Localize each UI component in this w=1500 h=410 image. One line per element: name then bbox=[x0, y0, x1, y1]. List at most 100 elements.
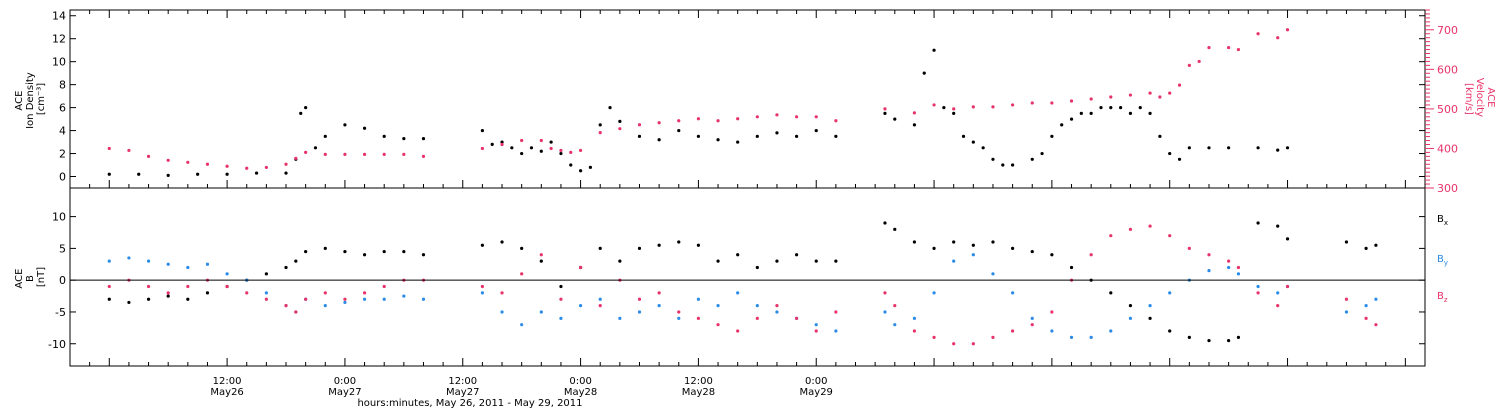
by-point bbox=[343, 300, 347, 305]
density-point bbox=[1001, 163, 1005, 167]
by-point bbox=[834, 329, 838, 333]
velocity-point bbox=[166, 158, 170, 162]
velocity-point bbox=[912, 111, 917, 115]
by-point bbox=[1011, 291, 1015, 295]
bz-point bbox=[539, 253, 543, 257]
density-point bbox=[520, 151, 524, 156]
top-ytick-label: 0 bbox=[59, 171, 66, 184]
density-point bbox=[166, 173, 170, 177]
bz-point bbox=[1344, 297, 1349, 301]
density-point bbox=[254, 171, 259, 175]
density-point bbox=[1089, 111, 1093, 115]
bx-point bbox=[264, 272, 268, 276]
by-point bbox=[264, 291, 268, 295]
by-point bbox=[1236, 272, 1241, 276]
by-point bbox=[677, 316, 681, 320]
by-point bbox=[1256, 284, 1260, 289]
xtick-date-label: May27 bbox=[446, 387, 479, 398]
bx-point bbox=[362, 253, 367, 257]
density-point bbox=[893, 117, 897, 121]
bz-point bbox=[971, 342, 975, 346]
bz-point bbox=[1207, 253, 1211, 257]
bottom-panel-ticks: -10 -5 0 5 10 bbox=[48, 211, 1425, 351]
density-point bbox=[559, 151, 563, 156]
density-point bbox=[510, 146, 514, 150]
bz-point bbox=[1050, 310, 1054, 314]
velocity-point bbox=[1128, 93, 1133, 97]
density-point bbox=[402, 137, 406, 141]
top-ytick-label: 12 bbox=[52, 33, 66, 46]
velocity-point bbox=[814, 115, 818, 119]
bx-point bbox=[1207, 338, 1211, 343]
by-point bbox=[1374, 297, 1378, 301]
bz-point bbox=[637, 297, 642, 301]
velocity-point bbox=[1187, 63, 1191, 67]
by-point bbox=[1128, 316, 1133, 320]
density-point bbox=[1177, 157, 1182, 161]
bz-point bbox=[794, 316, 799, 320]
bz-point bbox=[834, 310, 838, 314]
bottom-legend: Bx By Bz bbox=[1437, 214, 1448, 304]
velocity-point bbox=[1030, 101, 1034, 105]
bz-point bbox=[520, 272, 524, 276]
by-point bbox=[1276, 291, 1280, 295]
bz-point bbox=[677, 310, 681, 314]
by-point bbox=[716, 304, 720, 308]
by-point bbox=[1069, 335, 1074, 339]
top-panel-points bbox=[107, 28, 1290, 177]
density-point bbox=[981, 146, 985, 150]
by-point bbox=[736, 291, 740, 295]
velocity-point bbox=[1256, 32, 1260, 36]
velocity-point bbox=[932, 103, 936, 107]
bz-point bbox=[1285, 284, 1290, 289]
by-point bbox=[382, 297, 386, 301]
density-point bbox=[1158, 134, 1162, 138]
density-point bbox=[1227, 146, 1231, 150]
by-point bbox=[952, 259, 956, 263]
density-point bbox=[1079, 111, 1083, 115]
density-point bbox=[991, 157, 995, 161]
bx-point bbox=[1148, 316, 1152, 320]
density-point bbox=[323, 134, 327, 138]
bz-point bbox=[382, 284, 386, 289]
bz-point bbox=[245, 291, 249, 295]
density-point bbox=[637, 134, 642, 138]
bx-point bbox=[186, 297, 190, 301]
bz-point bbox=[1236, 265, 1241, 270]
bx-point bbox=[304, 249, 308, 254]
velocity-point bbox=[186, 160, 190, 164]
by-point bbox=[146, 259, 151, 263]
bz-point bbox=[1256, 291, 1260, 295]
velocity-point bbox=[520, 138, 524, 143]
by-point bbox=[1227, 265, 1231, 270]
by-point bbox=[637, 310, 642, 314]
bz-point bbox=[225, 284, 229, 289]
density-point bbox=[1285, 146, 1290, 150]
velocity-tick-label: 500 bbox=[1437, 103, 1458, 116]
by-point bbox=[578, 304, 583, 308]
bz-point bbox=[991, 335, 995, 339]
density-point bbox=[1069, 117, 1074, 121]
bx-point bbox=[382, 249, 386, 254]
bx-point bbox=[736, 253, 740, 257]
bx-point bbox=[952, 240, 956, 244]
density-point bbox=[1040, 151, 1044, 156]
by-point bbox=[559, 316, 563, 320]
bx-point bbox=[1011, 246, 1015, 250]
bz-point bbox=[480, 284, 484, 289]
by-point bbox=[127, 256, 131, 260]
bx-point bbox=[500, 240, 504, 244]
top-right-axis-title: ACE Velocity [km/s] bbox=[1463, 78, 1496, 120]
top-ytick-label: 4 bbox=[59, 125, 66, 138]
velocity-point bbox=[362, 152, 367, 156]
bz-point bbox=[1276, 304, 1280, 308]
bx-point bbox=[284, 265, 288, 270]
by-point bbox=[323, 304, 327, 308]
density-point bbox=[137, 172, 141, 176]
density-point bbox=[736, 140, 740, 144]
velocity-tick-label: 700 bbox=[1437, 24, 1458, 37]
velocity-point bbox=[500, 142, 504, 147]
density-point bbox=[834, 134, 838, 138]
density-point bbox=[961, 134, 966, 138]
